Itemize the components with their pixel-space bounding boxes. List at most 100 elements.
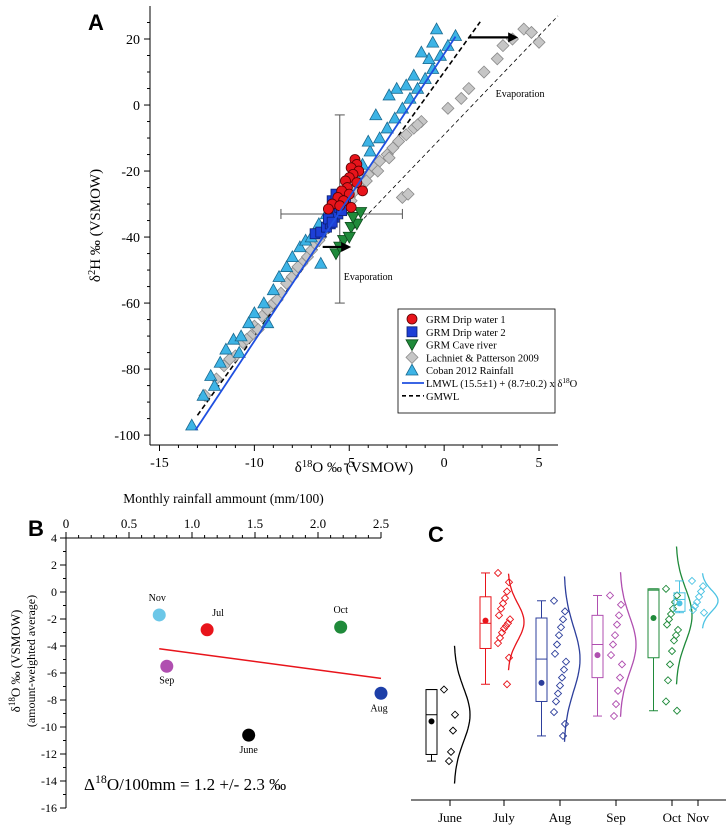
legend-label: LMWL (15.5±1) + (8.7±0.2) x δ18O (426, 376, 578, 391)
marker-triangle (369, 108, 383, 121)
legend-marker (405, 339, 419, 352)
box-group-july: July (479, 568, 525, 825)
box-group-nov: Nov (673, 573, 719, 825)
legend-label: Lachniet & Patterson 2009 (426, 353, 539, 364)
marker-diamond (524, 25, 538, 39)
data-point (553, 689, 563, 698)
data-point (549, 707, 559, 717)
marker-diamond (401, 187, 415, 201)
marker-triangle (232, 345, 246, 358)
box-group-sep: Sep (591, 572, 637, 825)
marker-diamond (532, 35, 546, 49)
marker-triangle (185, 418, 199, 431)
data-point (611, 699, 621, 709)
marker-diamond (441, 101, 455, 115)
y-tick-label: -8 (47, 693, 57, 707)
data-point (450, 710, 460, 719)
marker-triangle (293, 240, 307, 253)
point-label: Jul (212, 608, 224, 619)
top-axis-label: Monthly rainfall ammount (mm/100) (123, 491, 324, 506)
data-point (610, 631, 620, 640)
legend-item: GRM Cave river (405, 339, 497, 352)
data-point (504, 578, 514, 587)
lmwl-line (194, 36, 457, 431)
marker-triangle (279, 259, 294, 272)
data-point (687, 576, 697, 586)
marker-triangle (285, 250, 300, 263)
data-point (672, 706, 682, 715)
data-point (616, 600, 626, 609)
legend-label: GRM Drip water 1 (426, 315, 506, 326)
marker-circle (345, 201, 357, 213)
marker-diamond (496, 39, 510, 53)
marker-diamond (392, 134, 406, 148)
marker-triangle (241, 316, 256, 329)
data-point (551, 697, 561, 706)
marker-triangle (382, 88, 396, 101)
y-tick-label: -12 (41, 747, 57, 761)
point-june (242, 728, 256, 742)
evaporation-label-top: Evaporation (496, 89, 545, 100)
x-tick-label: -15 (150, 456, 169, 471)
marker-triangle (426, 35, 440, 48)
mean-point (482, 617, 489, 624)
marker-triangle (257, 296, 271, 309)
data-point (446, 747, 456, 756)
legend-item: Lachniet & Patterson 2009 (405, 350, 539, 364)
data-point (502, 680, 512, 689)
marker-triangle (272, 269, 286, 282)
y-axis-label: δ2H ‰ (VSMOW) (87, 169, 105, 282)
data-point (561, 657, 571, 666)
evaporation-line (339, 15, 559, 244)
marker-triangle (380, 121, 394, 134)
y-tick-label: -14 (41, 774, 57, 788)
y-tick-label: -6 (47, 666, 57, 680)
point-oct (334, 620, 348, 634)
marker-diamond (382, 151, 396, 165)
evaporation-label-mid: Evaporation (344, 272, 393, 283)
x-tick-label: Oct (663, 810, 682, 825)
data-point (613, 686, 623, 696)
y-axis-label-2: (amount-weighted average) (24, 595, 38, 727)
x-tick-label: Sep (606, 810, 626, 825)
x-tick-label: 5 (536, 456, 543, 471)
data-point (496, 604, 506, 613)
y-tick-label: -2 (47, 612, 57, 626)
marker-diamond (477, 65, 491, 79)
data-point (560, 719, 570, 729)
data-point (554, 631, 564, 640)
legend-item: Coban 2012 Rainfall (405, 363, 514, 377)
marker-triangle (395, 101, 410, 114)
marker-triangle (361, 134, 375, 147)
data-point (699, 608, 709, 617)
regression-line (159, 647, 382, 680)
panel-c: C June July Aug Sep Oct Nov (411, 522, 726, 825)
data-point (670, 597, 680, 607)
box (673, 592, 686, 612)
data-point (552, 640, 562, 649)
marker-triangle (388, 111, 402, 124)
marker-triangle (314, 256, 328, 269)
marker-diamond (371, 164, 385, 178)
data-point (662, 620, 672, 629)
point-sep (160, 659, 174, 673)
data-point (493, 639, 503, 648)
mean-point (428, 718, 435, 725)
mean-point (650, 615, 657, 621)
data-point (502, 587, 512, 596)
box (647, 588, 660, 659)
data-point (667, 646, 677, 656)
marker-triangle (234, 329, 248, 342)
data-point (560, 607, 570, 616)
y-tick-label: 0 (51, 585, 57, 599)
data-point (550, 649, 560, 658)
x-tick-label: Aug (549, 810, 572, 825)
marker-triangle (266, 283, 281, 296)
marker-triangle (247, 306, 262, 319)
marker-diamond (490, 52, 504, 66)
data-point (448, 726, 458, 735)
point-label: Nov (149, 593, 166, 604)
data-point (555, 681, 565, 690)
point-label: Aug (370, 703, 387, 714)
marker-diamond (411, 118, 425, 132)
